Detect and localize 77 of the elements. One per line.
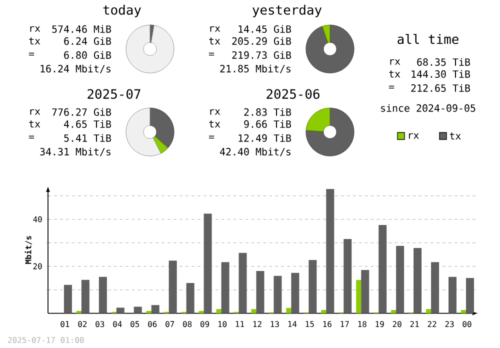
text: 205.29 GiB — [232, 37, 292, 45]
text: 212.65 TiB — [411, 84, 470, 92]
text: 144.30 TiB — [412, 70, 470, 78]
text: = — [208, 52, 214, 56]
chart-title: yesterday — [252, 4, 322, 18]
text: 14.45 GiB — [238, 25, 292, 33]
bar — [238, 252, 247, 314]
text: 776.27 GiB — [52, 108, 112, 116]
bar — [426, 309, 432, 314]
text: 68.35 TiB — [417, 58, 470, 66]
text: tx — [209, 37, 220, 44]
text: 219.73 GiB — [232, 51, 292, 59]
bar — [134, 306, 142, 314]
bar — [146, 310, 152, 314]
text: rx — [210, 26, 220, 32]
text: = — [208, 136, 214, 139]
bar — [431, 262, 440, 314]
text: all time — [398, 34, 458, 44]
bar — [81, 280, 90, 314]
bar — [326, 188, 334, 314]
bar — [321, 310, 326, 314]
text: 6.80 GiB — [64, 51, 112, 59]
bar — [391, 310, 396, 314]
bar — [256, 271, 264, 314]
text: 42.40 Mbit/s — [220, 148, 290, 156]
chart-title: today — [103, 4, 141, 18]
bar — [274, 276, 282, 314]
text: 21.85 Mbit/s — [220, 64, 290, 74]
bar — [64, 284, 72, 314]
chart-title: 2025-07 — [88, 89, 140, 99]
bar — [461, 310, 466, 314]
text: tx — [209, 120, 220, 128]
text: 2.83 TiB — [244, 108, 292, 116]
bar — [216, 309, 222, 314]
bar — [396, 246, 404, 314]
bar — [414, 248, 422, 314]
bar — [198, 310, 204, 314]
text: tx — [29, 120, 40, 128]
bar — [251, 309, 256, 314]
bar — [204, 214, 212, 314]
bar — [466, 278, 474, 314]
bar — [76, 310, 82, 314]
bar — [448, 276, 457, 314]
text: rx — [210, 109, 220, 115]
bar — [378, 224, 387, 314]
text: 574.46 MiB — [52, 25, 112, 33]
text: tx — [29, 37, 40, 44]
text: rx — [390, 59, 400, 65]
bar — [344, 239, 352, 314]
bar — [151, 305, 160, 314]
bar — [286, 308, 292, 314]
text: 16.24 Mbit/s — [40, 64, 110, 74]
text: tx — [389, 70, 400, 78]
chart-title: 2025-06 — [266, 89, 320, 99]
bar — [356, 280, 362, 314]
text: 4.65 TiB — [64, 120, 112, 128]
legend-label: tx — [450, 132, 461, 140]
bar — [98, 276, 107, 314]
text: rx — [30, 109, 40, 115]
bar — [186, 282, 194, 314]
text: rx — [30, 26, 40, 32]
bar — [221, 262, 230, 314]
text: = — [28, 52, 34, 56]
text: 9.66 TiB — [244, 120, 292, 128]
text: since 2024-09-05 — [381, 104, 476, 112]
bar — [308, 260, 317, 314]
text: 5.41 TiB — [64, 134, 112, 142]
bar — [361, 270, 370, 314]
bar — [116, 308, 124, 314]
text: = — [28, 136, 34, 139]
text: 34.31 Mbit/s — [40, 148, 110, 156]
text: 6.24 GiB — [64, 37, 112, 45]
text: = — [388, 86, 394, 89]
bar — [291, 272, 300, 314]
legend-label: rx — [408, 133, 419, 139]
bar — [168, 260, 177, 314]
text: 12.49 TiB — [238, 134, 292, 142]
